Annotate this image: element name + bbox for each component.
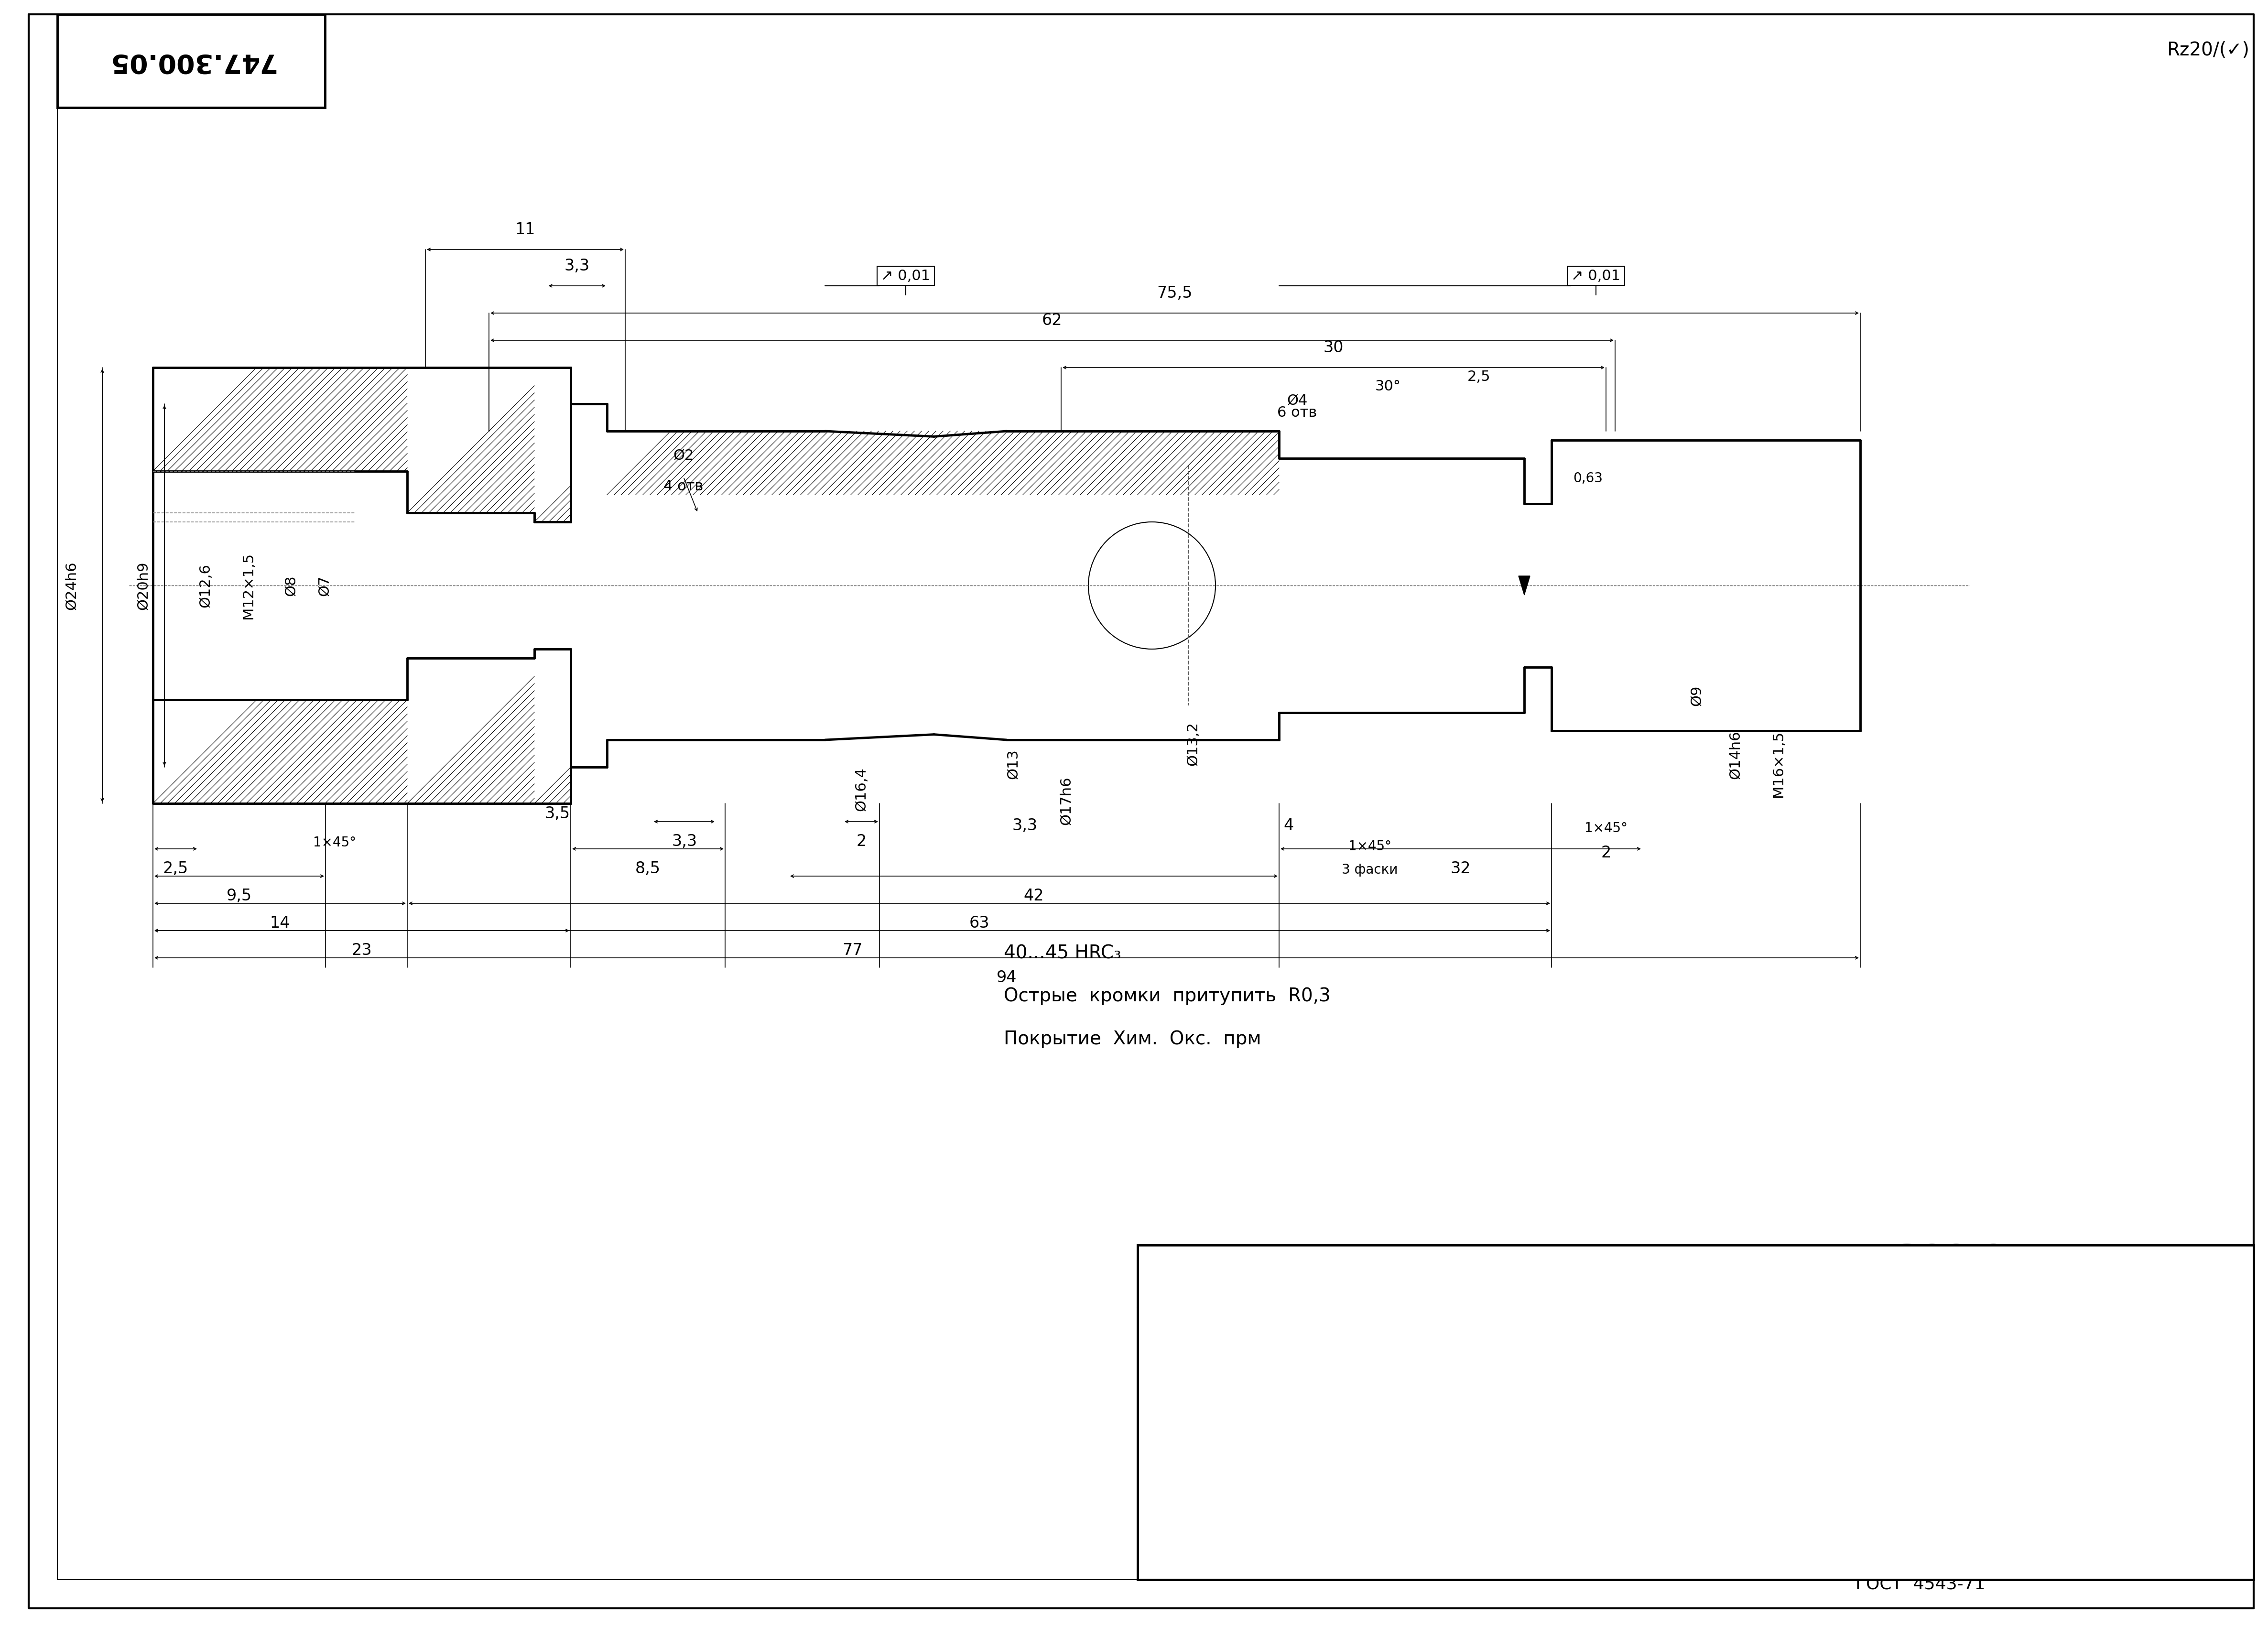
Text: Масса: Масса: [1653, 1277, 1692, 1288]
Text: 2: 2: [857, 833, 866, 850]
Text: 1×45°: 1×45°: [313, 837, 356, 850]
Polygon shape: [1520, 576, 1531, 596]
Text: Ø17h6: Ø17h6: [1059, 776, 1073, 825]
Text: Ø13: Ø13: [1007, 750, 1021, 779]
Text: M16×1,5: M16×1,5: [1771, 730, 1785, 797]
Text: 77: 77: [841, 943, 862, 958]
Text: 2,5: 2,5: [163, 861, 188, 876]
Text: Т.контр.: Т.контр.: [1141, 1378, 1186, 1388]
Text: 6 отв: 6 отв: [1277, 406, 1318, 419]
Text: Ø9: Ø9: [1690, 686, 1703, 706]
Text: Покрытие  Хим.  Окс.  прм: Покрытие Хим. Окс. прм: [1005, 1030, 1261, 1048]
Bar: [1139, 1246, 2254, 1580]
Text: Ø2: Ø2: [674, 449, 694, 463]
Text: 32: 32: [1452, 861, 1472, 876]
Text: Масштаб: Масштаб: [1948, 1277, 2005, 1288]
Bar: [57, 15, 324, 108]
Text: 2: 2: [1601, 845, 1610, 861]
Text: 42: 42: [1023, 887, 1043, 904]
Text: Ном.: Ном.: [1143, 1264, 1170, 1274]
Text: Дата: Дата: [1300, 1264, 1327, 1274]
Text: Ø20h9: Ø20h9: [136, 561, 150, 609]
Text: 8,5: 8,5: [635, 861, 660, 876]
Text: 2,5: 2,5: [1467, 370, 1490, 383]
Text: 14: 14: [270, 915, 290, 931]
Text: 3 фаски: 3 фаски: [1343, 863, 1397, 877]
Text: Подп.: Подп.: [1245, 1264, 1275, 1274]
Text: Утверд.: Утверд.: [1141, 1493, 1184, 1503]
Text: Сталь 30ХГСА
ГОСТ  4543-71: Сталь 30ХГСА ГОСТ 4543-71: [1855, 1557, 1984, 1593]
Text: 2:1: 2:1: [1960, 1429, 1996, 1452]
Text: 63: 63: [968, 915, 989, 931]
Text: 1×45°: 1×45°: [1585, 822, 1628, 835]
Text: Листов 1: Листов 1: [1921, 1545, 1978, 1557]
Text: 747.300.05: 747.300.05: [107, 47, 274, 74]
Text: Лист: Лист: [1601, 1545, 1631, 1557]
Text: Нач. КБ: Нач. КБ: [1141, 1418, 1182, 1427]
Text: M12×1,5: M12×1,5: [240, 552, 256, 619]
Text: 3,5: 3,5: [544, 805, 569, 822]
Text: Ø24h6: Ø24h6: [64, 561, 79, 609]
Bar: [878, 267, 934, 285]
Text: Разраб.: Разраб.: [1141, 1301, 1182, 1313]
Text: Лит.: Лит.: [1601, 1277, 1628, 1288]
Text: 3,3: 3,3: [671, 833, 696, 850]
Text: Острые  кромки  притупить  R0,3: Острые кромки притупить R0,3: [1005, 987, 1331, 1005]
Text: 1×45°: 1×45°: [1349, 840, 1390, 853]
Text: Ø8: Ø8: [284, 575, 299, 596]
Text: Н.контр.: Н.контр.: [1141, 1455, 1188, 1465]
Text: O: O: [1606, 1429, 1624, 1452]
Text: 4 отв: 4 отв: [665, 480, 703, 493]
Text: ↗ 0,01: ↗ 0,01: [882, 268, 930, 283]
Text: 3,3: 3,3: [565, 259, 590, 273]
Text: 75,5: 75,5: [1157, 285, 1193, 301]
Text: 30°: 30°: [1374, 380, 1402, 393]
Text: 11: 11: [515, 221, 535, 237]
Text: Поршень: Поршень: [1526, 1401, 1692, 1434]
Text: Ø4: Ø4: [1286, 395, 1309, 408]
Text: Rz20/(✓): Rz20/(✓): [2166, 41, 2250, 59]
Text: Ø7: Ø7: [318, 575, 331, 596]
Text: 23: 23: [352, 943, 372, 958]
Text: 30: 30: [1325, 340, 1343, 355]
Text: 0,63: 0,63: [1574, 471, 1603, 485]
Text: 62: 62: [1041, 313, 1061, 329]
Text: 9,5: 9,5: [227, 887, 252, 904]
Bar: [1567, 267, 1624, 285]
Text: Ø13,2: Ø13,2: [1186, 722, 1200, 766]
Text: Лист: Лист: [1182, 1264, 1207, 1274]
Text: 3,3: 3,3: [1012, 818, 1036, 833]
Text: 40...45 HRC₃: 40...45 HRC₃: [1005, 945, 1120, 963]
Text: Ø12,6: Ø12,6: [197, 563, 213, 607]
Text: Ø14h6: Ø14h6: [1728, 730, 1742, 779]
Text: 94: 94: [996, 969, 1016, 985]
Text: 4: 4: [1284, 818, 1293, 833]
Text: ↗ 0,01: ↗ 0,01: [1572, 268, 1622, 283]
Text: Пров.: Пров.: [1141, 1341, 1170, 1351]
Text: Ø16,4: Ø16,4: [855, 768, 869, 810]
Text: № докум.: № докум.: [1207, 1264, 1252, 1274]
Text: 747.300.05: 747.300.05: [1810, 1242, 2030, 1275]
